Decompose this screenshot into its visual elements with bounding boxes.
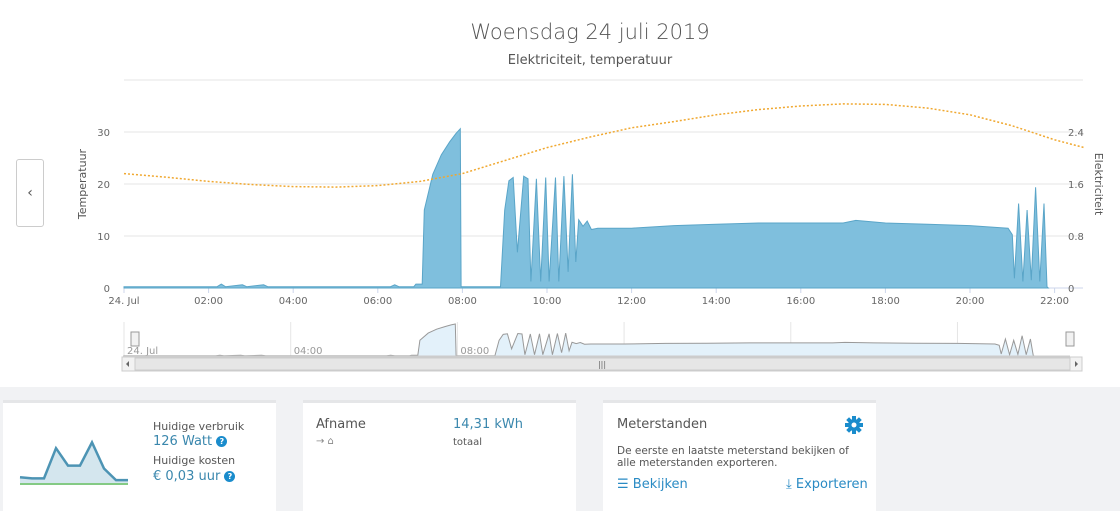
navigator-handle[interactable] [1065,331,1075,347]
right-axis-title: Elektriciteit [1092,153,1105,216]
x-tick-label: 22:00 [1040,296,1069,307]
left-tick-label: 20 [97,180,110,191]
navigator-tick-label: 24. Jul [127,346,158,357]
x-tick-label: 20:00 [956,296,985,307]
right-tick-label: 2.4 [1068,128,1084,139]
x-tick-label: 10:00 [533,296,562,307]
cost-label: Huidige kosten [153,454,236,467]
navigator-tick-label: 08:00 [460,346,489,357]
x-tick-label: 06:00 [363,296,392,307]
exporteren-link[interactable]: ⤓ Exporteren [786,477,868,492]
navigator-handle[interactable] [130,331,140,347]
help-icon[interactable]: ? [224,471,236,482]
bekijken-label: Bekijken [632,477,688,492]
x-tick-label: 04:00 [279,296,308,307]
electricity-area [123,127,1050,289]
afname-card: Afname → ⌂ 14,31 kWh totaal [303,400,576,511]
x-tick-label: 14:00 [702,296,731,307]
temperature-line [123,103,1085,188]
left-axis-title: Temperatuur [76,148,89,220]
left-tick-label: 10 [97,232,110,243]
meterstanden-description: De eerste en laatste meterstand bekijken… [617,445,849,469]
afname-value: 14,31 kWh [453,417,523,432]
right-tick-label: 1.6 [1068,180,1084,191]
list-icon: ☰ [617,477,629,492]
grid-to-home-icon: → ⌂ [316,436,334,447]
chart-panel: Woensdag 24 juli 2019 Elektriciteit, tem… [0,0,1120,387]
x-tick-label: 16:00 [786,296,815,307]
left-tick-label: 0 [104,284,110,295]
gear-icon[interactable] [845,416,863,434]
scrollbar-grip-icon: ||| [598,360,606,369]
navigator-tick-label: 04:00 [294,346,323,357]
right-tick-label: 0.8 [1068,232,1084,243]
meterstanden-title: Meterstanden [617,417,708,432]
meterstanden-card: Meterstanden De eerste en laatste meters… [603,400,876,511]
current-usage-card: Huidige verbruik 126 Watt ? Huidige kost… [3,400,276,511]
bekijken-link[interactable]: ☰ Bekijken [617,477,688,492]
exporteren-label: Exporteren [795,477,868,492]
chart-title: Woensdag 24 juli 2019 [470,20,710,44]
left-tick-label: 30 [97,128,110,139]
usage-label: Huidige verbruik [153,420,245,433]
scroll-left-arrow [126,361,129,367]
sparkline-line [19,439,128,482]
afname-title: Afname [316,417,366,432]
previous-day-button[interactable]: ‹ [16,159,44,227]
download-icon: ⤓ [786,477,792,492]
usage-value: 126 Watt [153,434,213,449]
x-tick-label: 08:00 [448,296,477,307]
cost-value: € 0,03 uur [153,469,221,484]
chart-svg[interactable]: 0 10 20 30 0 0.8 1.6 2.4 24. Jul 02:00 04:00 06:00 0… [0,0,1120,387]
chart-subtitle: Elektriciteit, temperatuur [507,53,673,68]
help-icon[interactable]: ? [216,436,228,447]
x-tick-label: 02:00 [194,296,223,307]
x-tick-label: 12:00 [617,296,646,307]
x-tick-label: 24. Jul [108,296,139,307]
afname-value-label: totaal [453,437,482,448]
x-tick-label: 18:00 [871,296,900,307]
scrollbar-thumb[interactable] [134,357,1071,371]
usage-sparkline [19,439,128,485]
right-tick-label: 0 [1068,284,1074,295]
scroll-right-arrow [1075,361,1078,367]
